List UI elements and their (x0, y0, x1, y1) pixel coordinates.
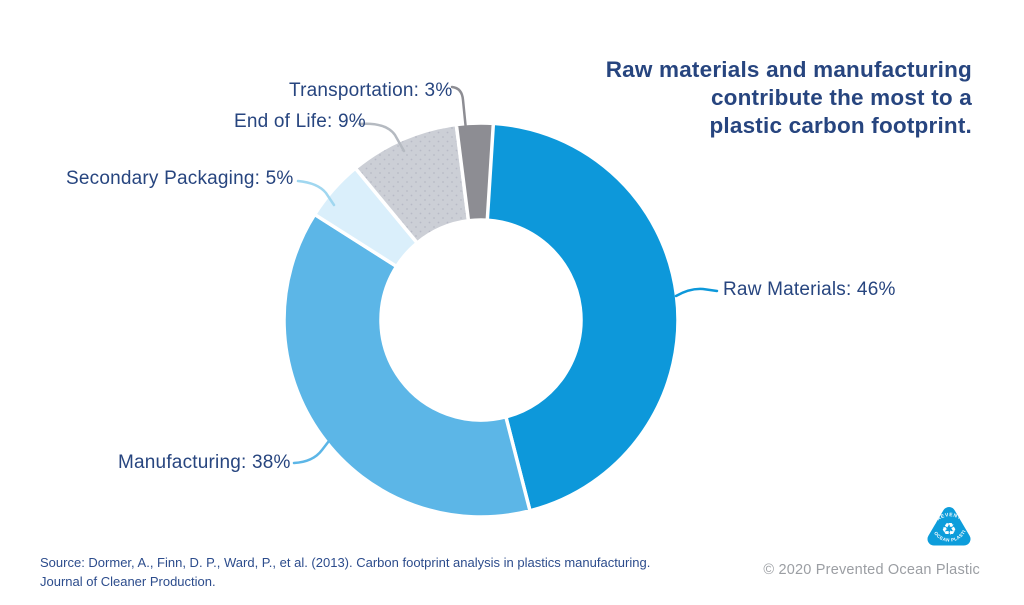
chart-headline: Raw materials and manufacturing contribu… (606, 56, 972, 140)
leader-line-end-of-life (357, 122, 406, 153)
donut-segment-raw-materials (479, 121, 680, 513)
leader-line-transportation (450, 85, 468, 132)
label-manufacturing: Manufacturing: 38% (118, 452, 291, 473)
recycling-icon: ♻ (941, 520, 956, 540)
headline-line-3: plastic carbon footprint. (709, 113, 972, 138)
leader-line-secondary-packaging (296, 179, 336, 207)
label-transportation: Transportation: 3% (289, 80, 453, 101)
label-raw-materials: Raw Materials: 46% (723, 279, 896, 300)
logo-triangle (927, 507, 971, 546)
headline-line-1: Raw materials and manufacturing (605, 57, 972, 82)
donut-segment-transportation (454, 121, 496, 223)
source-citation: Source: Dormer, A., Finn, D. P., Ward, P… (40, 553, 650, 591)
leader-line-raw-materials (674, 287, 719, 298)
prevented-ocean-plastic-logo: ♻ PREVENTED OCEAN PLASTIC (926, 505, 971, 546)
source-line-1: Source: Dormer, A., Finn, D. P., Ward, P… (40, 555, 651, 570)
donut-segment-manufacturing (282, 212, 532, 519)
label-secondary-packaging: Secondary Packaging: 5% (66, 168, 294, 189)
leader-line-manufacturing (292, 435, 334, 465)
copyright-notice: © 2020 Prevented Ocean Plastic (763, 562, 980, 578)
label-end-of-life: End of Life: 9% (234, 111, 366, 132)
headline-line-2: contribute the most to a (710, 85, 972, 110)
source-line-2: Journal of Cleaner Production. (40, 574, 216, 589)
